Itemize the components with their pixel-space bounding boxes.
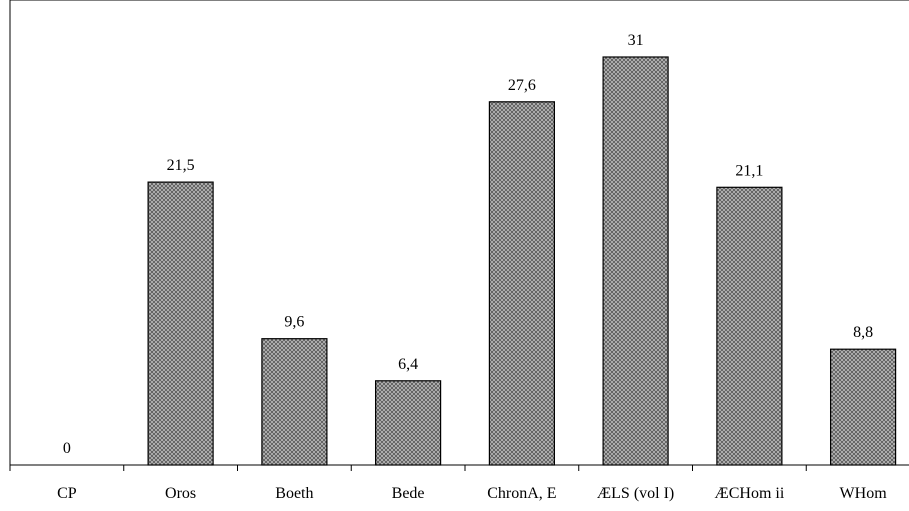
x-axis bbox=[9, 464, 909, 471]
data-label-3: 6,4 bbox=[398, 356, 418, 373]
category-label-0: CP bbox=[57, 485, 77, 502]
bar-1 bbox=[147, 181, 214, 466]
bar-3 bbox=[375, 380, 442, 466]
data-label-4: 27,6 bbox=[508, 77, 536, 94]
bar-6 bbox=[716, 186, 783, 466]
data-label-5: 31 bbox=[628, 32, 644, 49]
data-label-0: 0 bbox=[63, 440, 71, 457]
category-label-6: ÆCHom ii bbox=[715, 485, 785, 502]
bar-5 bbox=[602, 56, 669, 466]
labels-group: 0 CP 21,5 Oros 9,6 Boeth 6,4 Bede 27,6 ChronA, E 3… bbox=[57, 32, 887, 502]
category-label-2: Boeth bbox=[275, 485, 313, 502]
data-label-2: 9,6 bbox=[284, 314, 304, 331]
bars-group bbox=[147, 56, 897, 466]
category-label-4: ChronA, E bbox=[487, 485, 556, 502]
bar-2 bbox=[261, 338, 328, 466]
category-label-5: ÆLS (vol I) bbox=[597, 485, 674, 502]
data-label-6: 21,1 bbox=[735, 162, 763, 179]
category-label-7: WHom bbox=[840, 485, 888, 502]
data-label-7: 8,8 bbox=[853, 324, 873, 341]
bar-4 bbox=[488, 101, 555, 466]
bar-7 bbox=[829, 348, 897, 466]
category-label-1: Oros bbox=[165, 485, 196, 502]
category-label-3: Bede bbox=[392, 485, 425, 502]
data-label-1: 21,5 bbox=[167, 157, 195, 174]
